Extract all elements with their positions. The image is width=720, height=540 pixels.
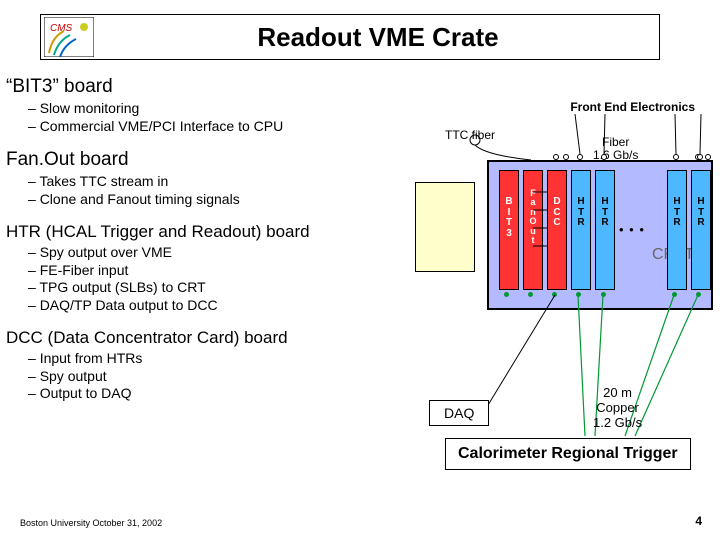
daq-box: DAQ [429,400,489,426]
port-bottom [696,292,701,297]
port [563,154,569,160]
crate-diagram: Front End Electronics TTC fiber Fiber 1.… [415,100,715,460]
footer-page: 4 [695,514,702,528]
bit3-item: Slow monitoring [28,100,406,118]
htr-item: DAQ/TP Data output to DCC [28,297,406,315]
label-front-end: Front End Electronics [570,100,695,114]
dcc-heading: DCC (Data Concentrator Card) board [6,328,406,348]
board-htr: H T R [667,170,687,290]
copper-line: 1.2 Gb/s [593,416,642,431]
bit3-heading: “BIT3” board [6,76,406,98]
htr-item: FE-Fiber input [28,262,406,280]
port-bottom [672,292,677,297]
ellipsis: • • • [619,222,645,237]
dcc-item: Spy output [28,368,406,386]
fanout-item: Clone and Fanout timing signals [28,191,406,209]
section-dcc: DCC (Data Concentrator Card) board Input… [6,328,406,403]
section-bit3: “BIT3” board Slow monitoring Commercial … [6,76,406,135]
bit3-item: Commercial VME/PCI Interface to CPU [28,118,406,136]
copper-line: Copper [593,401,642,416]
title-bar: CMS Readout VME Crate [40,14,660,60]
section-htr: HTR (HCAL Trigger and Readout) board Spy… [6,222,406,314]
fanout-item: Takes TTC stream in [28,173,406,191]
port-bottom [576,292,581,297]
port [601,154,607,160]
label-copper: 20 m Copper 1.2 Gb/s [593,386,642,431]
port [673,154,679,160]
board-htr: H T R [595,170,615,290]
port-bottom [552,292,557,297]
label-ttc: TTC fiber [445,128,495,142]
dcc-item: Output to DAQ [28,385,406,403]
board-htr: H T R [571,170,591,290]
cms-logo: CMS [41,15,97,59]
port-bottom [504,292,509,297]
fanout-heading: Fan.Out board [6,149,406,171]
board-dcc: D C C [547,170,567,290]
port-bottom [601,292,606,297]
htr-item: TPG output (SLBs) to CRT [28,279,406,297]
htr-heading: HTR (HCAL Trigger and Readout) board [6,222,406,242]
port [705,154,711,160]
htr-item: Spy output over VME [28,244,406,262]
section-fanout: Fan.Out board Takes TTC stream in Clone … [6,149,406,208]
board-htr: H T R [691,170,711,290]
yellow-box [415,182,475,272]
board-bit3: B I T 3 [499,170,519,290]
port [697,154,703,160]
port-bottom [528,292,533,297]
dcc-item: Input from HTRs [28,350,406,368]
page-title: Readout VME Crate [97,16,659,59]
board-fanout: F a n O u t [523,170,543,290]
port [553,154,559,160]
left-column: “BIT3” board Slow monitoring Commercial … [6,76,406,417]
label-fiber: Fiber 1.6 Gb/s [593,136,638,162]
port [577,154,583,160]
copper-line: 20 m [593,386,642,401]
crt-box: Calorimeter Regional Trigger [445,438,691,470]
footer-left: Boston University October 31, 2002 [20,518,162,528]
